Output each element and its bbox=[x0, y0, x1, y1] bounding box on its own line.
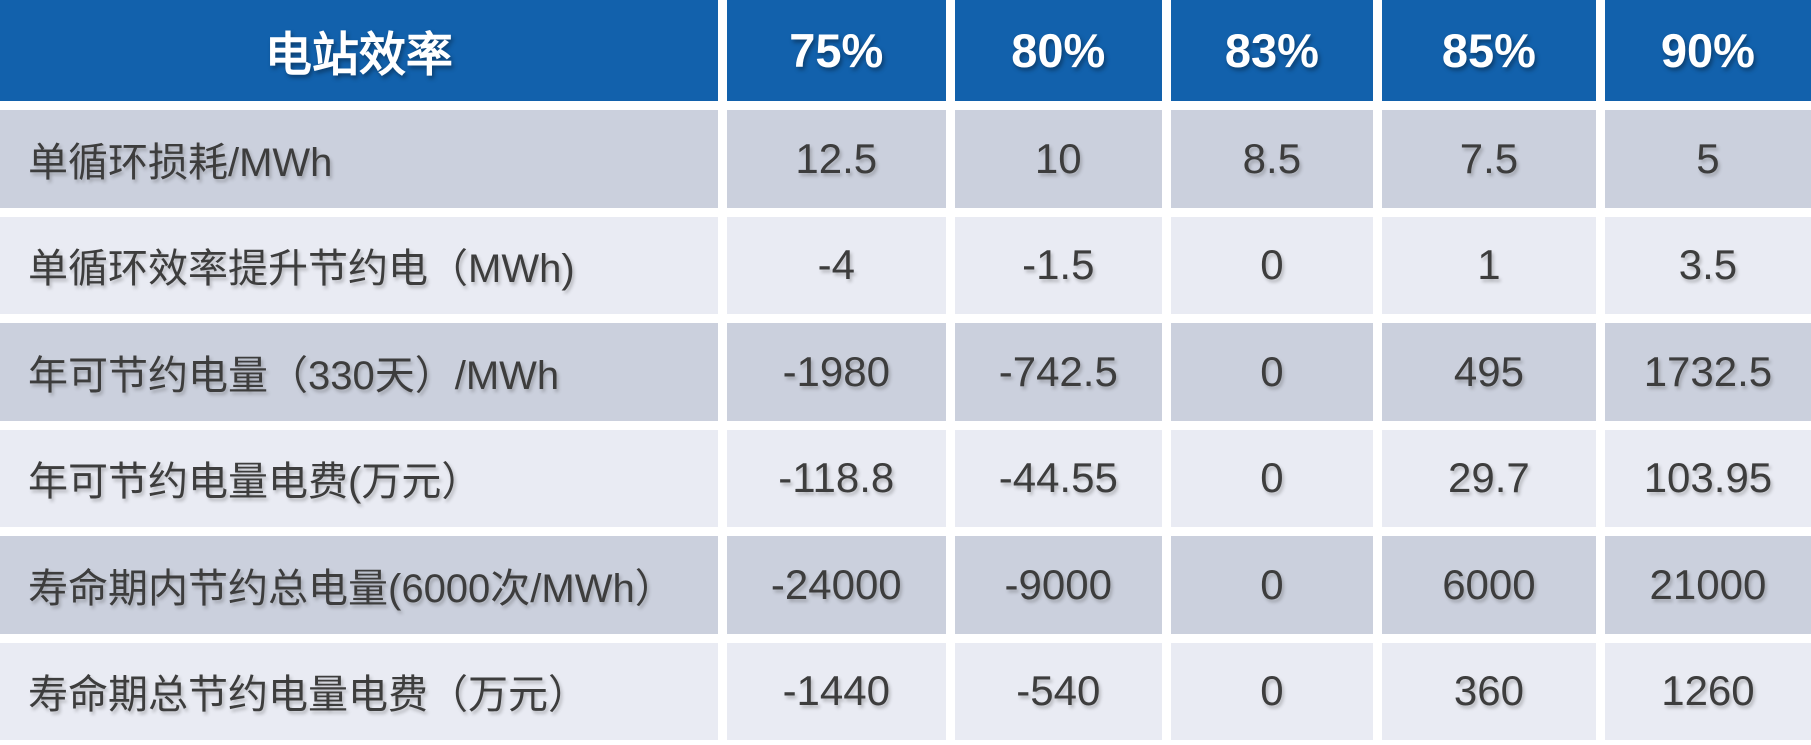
value-cell: 21000 bbox=[1604, 536, 1811, 634]
value-cell: 7.5 bbox=[1381, 110, 1596, 208]
row-label-cell: 年可节约电量电费(万元） bbox=[0, 429, 718, 527]
value-cell: -1.5 bbox=[954, 216, 1162, 314]
value-cell: 0 bbox=[1170, 536, 1373, 634]
value-cell: -44.55 bbox=[954, 429, 1162, 527]
row-label-cell: 年可节约电量（330天）/MWh bbox=[0, 323, 718, 421]
row-label-cell: 单循环效率提升节约电（MWh) bbox=[0, 216, 718, 314]
value-cell: -1440 bbox=[726, 642, 946, 740]
value-cell: 1260 bbox=[1604, 642, 1811, 740]
value-cell: 0 bbox=[1170, 323, 1373, 421]
value-cell: 5 bbox=[1604, 110, 1811, 208]
value-cell: 3.5 bbox=[1604, 216, 1811, 314]
value-cell: -540 bbox=[954, 642, 1162, 740]
value-cell: 0 bbox=[1170, 216, 1373, 314]
value-cell: -742.5 bbox=[954, 323, 1162, 421]
value-cell: -9000 bbox=[954, 536, 1162, 634]
value-cell: 12.5 bbox=[726, 110, 946, 208]
table-header-col-90: 90% bbox=[1604, 0, 1811, 101]
value-cell: 29.7 bbox=[1381, 429, 1596, 527]
value-cell: -118.8 bbox=[726, 429, 946, 527]
value-cell: 6000 bbox=[1381, 536, 1596, 634]
value-cell: -24000 bbox=[726, 536, 946, 634]
value-cell: 0 bbox=[1170, 642, 1373, 740]
value-cell: 1 bbox=[1381, 216, 1596, 314]
value-cell: 8.5 bbox=[1170, 110, 1373, 208]
value-cell: 103.95 bbox=[1604, 429, 1811, 527]
table-header-col-85: 85% bbox=[1381, 0, 1596, 101]
value-cell: 1732.5 bbox=[1604, 323, 1811, 421]
value-cell: -4 bbox=[726, 216, 946, 314]
table-header-col-80: 80% bbox=[954, 0, 1162, 101]
value-cell: 10 bbox=[954, 110, 1162, 208]
value-cell: 360 bbox=[1381, 642, 1596, 740]
value-cell: -1980 bbox=[726, 323, 946, 421]
table-header-col-75: 75% bbox=[726, 0, 946, 101]
row-label-cell: 寿命期总节约电量电费（万元） bbox=[0, 642, 718, 740]
table-header-title: 电站效率 bbox=[0, 0, 718, 101]
table-header-col-83: 83% bbox=[1170, 0, 1373, 101]
row-label-cell: 单循环损耗/MWh bbox=[0, 110, 718, 208]
row-label-cell: 寿命期内节约总电量(6000次/MWh） bbox=[0, 536, 718, 634]
value-cell: 495 bbox=[1381, 323, 1596, 421]
value-cell: 0 bbox=[1170, 429, 1373, 527]
